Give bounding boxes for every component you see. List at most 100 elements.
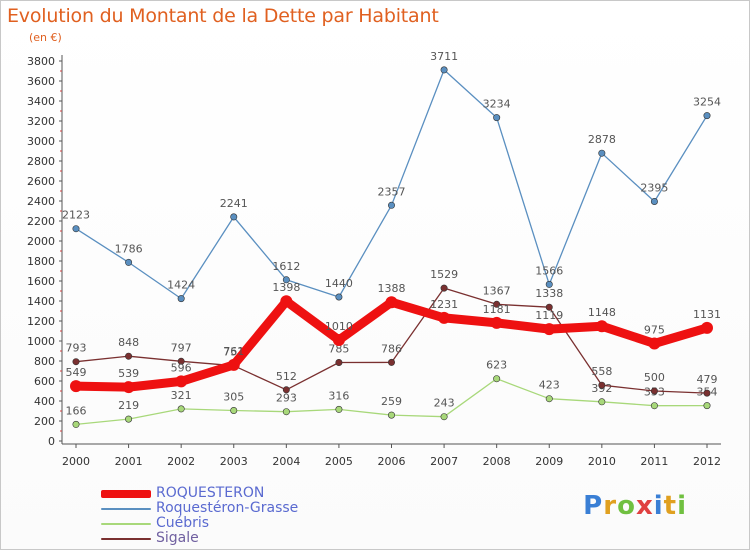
y-tick-label: 1800 (27, 255, 55, 268)
data-point (493, 114, 501, 122)
x-tick-label: 2009 (535, 455, 563, 468)
data-point (177, 405, 185, 413)
data-label: 761 (223, 345, 244, 358)
data-label: 166 (66, 404, 87, 417)
data-label: 3711 (430, 50, 458, 63)
data-point (440, 413, 448, 421)
data-label: 1529 (430, 268, 458, 281)
x-tick-label: 2008 (483, 455, 511, 468)
x-tick-label: 2006 (378, 455, 406, 468)
legend-swatch (101, 508, 151, 510)
data-point (227, 358, 240, 371)
data-point (650, 387, 658, 395)
data-point (595, 320, 608, 333)
data-label: 797 (171, 341, 192, 354)
data-point (335, 293, 343, 301)
data-label: 1566 (535, 264, 563, 277)
data-label: 1010 (325, 320, 353, 333)
data-label: 2395 (640, 182, 668, 195)
data-point (703, 112, 711, 120)
y-tick-label: 1000 (27, 335, 55, 348)
data-label: 1786 (115, 242, 143, 255)
data-label: 423 (539, 379, 560, 392)
data-point (543, 323, 556, 336)
data-label: 549 (66, 366, 87, 379)
data-label: 1148 (588, 306, 616, 319)
y-tick-label: 3800 (27, 55, 55, 68)
data-label: 305 (223, 391, 244, 404)
chart-subtitle: (en €) (29, 31, 62, 44)
proxiti-logo: Proxiti (583, 491, 687, 521)
data-label: 293 (276, 392, 297, 405)
data-label: 2878 (588, 133, 616, 146)
data-point (282, 276, 290, 284)
data-point (282, 386, 290, 394)
data-label: 3234 (483, 98, 511, 111)
data-point (701, 321, 713, 334)
y-tick-label: 3200 (27, 115, 55, 128)
data-label: 1440 (325, 277, 353, 290)
x-tick-label: 2012 (693, 455, 721, 468)
data-point (490, 316, 503, 329)
data-point (440, 284, 448, 292)
data-point (598, 381, 606, 389)
data-point (493, 300, 501, 308)
data-point (438, 311, 451, 324)
series-line-roquestéron-grasse (75, 69, 708, 300)
y-tick-label: 1400 (27, 295, 55, 308)
data-label: 3254 (693, 96, 721, 109)
y-tick-label: 400 (34, 395, 55, 408)
y-tick-label: 800 (34, 355, 55, 368)
data-point (177, 357, 185, 365)
y-tick-label: 2000 (27, 235, 55, 248)
data-label: 793 (66, 342, 87, 355)
data-label: 219 (118, 399, 139, 412)
y-tick-label: 3000 (27, 135, 55, 148)
x-tick-label: 2005 (325, 455, 353, 468)
data-label: 512 (276, 370, 297, 383)
data-label: 558 (591, 365, 612, 378)
data-label: 1612 (272, 260, 300, 273)
data-point (72, 420, 80, 428)
y-tick-label: 600 (34, 375, 55, 388)
data-point (177, 295, 185, 303)
data-point (280, 295, 293, 308)
legend-label: ROQUESTERON (156, 485, 265, 501)
x-tick-label: 2007 (430, 455, 458, 468)
data-point (598, 398, 606, 406)
x-tick-label: 2000 (62, 455, 90, 468)
data-label: 975 (644, 324, 665, 337)
data-label: 259 (381, 395, 402, 408)
data-label: 316 (328, 389, 349, 402)
data-point (125, 415, 133, 423)
data-point (387, 201, 395, 209)
chart-title: Evolution du Montant de la Dette par Hab… (7, 5, 439, 27)
y-tick-label: 2800 (27, 155, 55, 168)
data-label: 785 (328, 343, 349, 356)
data-point (125, 352, 133, 360)
legend-label: Sigale (156, 530, 199, 546)
data-point (70, 380, 82, 393)
data-point (230, 213, 238, 221)
data-label: 321 (171, 389, 192, 402)
data-label: 848 (118, 336, 139, 349)
data-point (230, 406, 238, 414)
data-point (493, 375, 501, 383)
data-point (648, 337, 661, 350)
data-point (335, 358, 343, 366)
data-label: 1424 (167, 279, 195, 292)
y-tick-label: 200 (34, 415, 55, 428)
legend-swatch (101, 538, 151, 540)
data-label: 500 (644, 371, 665, 384)
x-tick-label: 2002 (167, 455, 195, 468)
legend-swatch (101, 523, 151, 525)
legend-label: Roquestéron-Grasse (156, 500, 299, 516)
data-label: 2123 (62, 209, 90, 222)
y-tick-label: 2200 (27, 215, 55, 228)
data-label: 2241 (220, 197, 248, 210)
data-label: 1398 (272, 281, 300, 294)
data-point (703, 402, 711, 410)
data-label: 1338 (535, 287, 563, 300)
y-tick-label: 1600 (27, 275, 55, 288)
